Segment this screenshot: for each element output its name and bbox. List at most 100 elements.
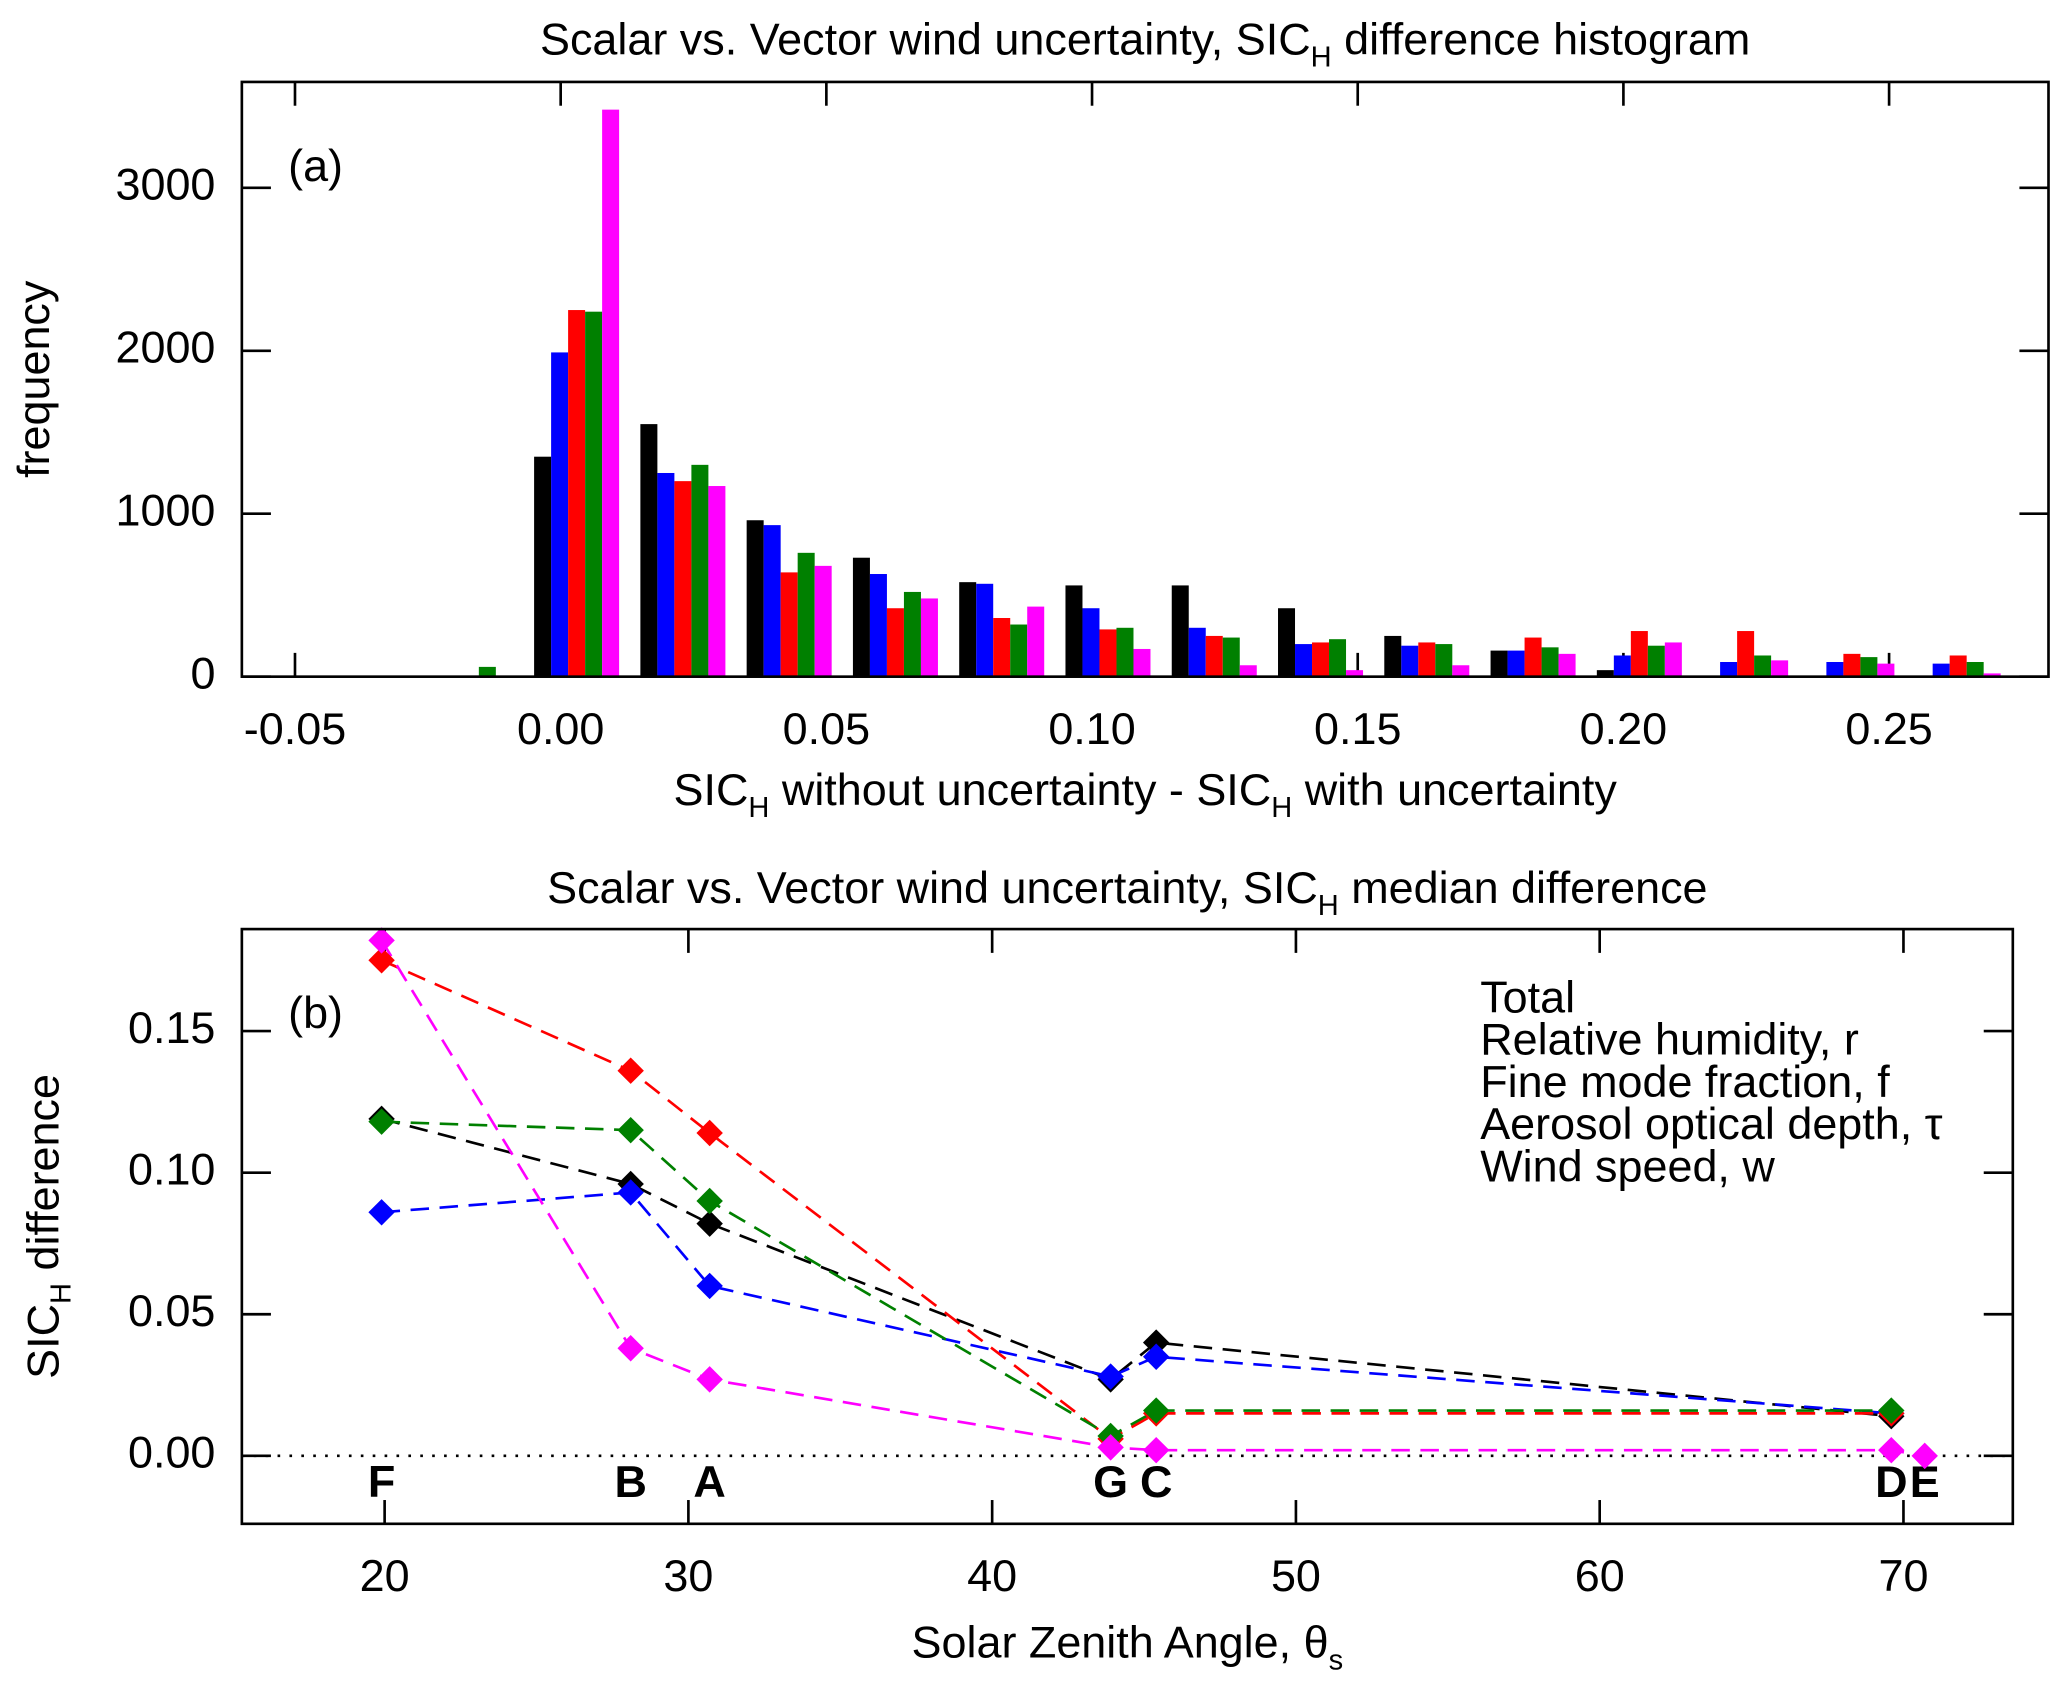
point-label: A bbox=[693, 1456, 725, 1507]
bar bbox=[585, 311, 603, 677]
bar bbox=[1877, 663, 1895, 677]
plot-frame bbox=[240, 927, 2015, 1526]
bar bbox=[1065, 585, 1083, 677]
bar bbox=[1082, 608, 1100, 677]
marker bbox=[1097, 1363, 1124, 1390]
bar bbox=[1647, 645, 1665, 677]
chart-title: Scalar vs. Vector wind uncertainty, SICH… bbox=[540, 13, 1750, 73]
x-tick-label: 30 bbox=[663, 1550, 713, 1601]
bar bbox=[1205, 635, 1223, 677]
marker bbox=[617, 1057, 644, 1084]
marker bbox=[696, 1210, 723, 1237]
y-axis-label: SICH difference bbox=[17, 1074, 77, 1379]
y-tick-label: 0.00 bbox=[128, 1427, 215, 1478]
bar bbox=[1932, 663, 1950, 677]
bar bbox=[1558, 653, 1576, 677]
bar bbox=[551, 352, 569, 677]
y-tick-label: 0 bbox=[190, 648, 215, 699]
x-axis-label-part: s bbox=[1329, 1644, 1344, 1676]
bar bbox=[708, 486, 726, 677]
marker bbox=[1911, 1442, 1938, 1470]
bar bbox=[976, 583, 994, 677]
x-tick-label: 40 bbox=[967, 1550, 1017, 1601]
bar bbox=[1010, 624, 1028, 677]
y-tick-label: 0.05 bbox=[128, 1285, 215, 1336]
legend-entry: Wind speed, w bbox=[1480, 1140, 1775, 1191]
y-tick-label: 3000 bbox=[115, 159, 215, 210]
bar bbox=[640, 424, 658, 677]
bar bbox=[1630, 631, 1648, 677]
series-line bbox=[381, 1117, 1892, 1418]
bar bbox=[1418, 642, 1436, 677]
bar bbox=[478, 666, 496, 677]
bar bbox=[746, 520, 764, 677]
series-line bbox=[381, 1120, 1892, 1438]
bar bbox=[886, 608, 904, 677]
marker bbox=[1878, 1436, 1905, 1464]
bar bbox=[763, 525, 781, 677]
bar bbox=[903, 591, 921, 677]
chart-title-part: H bbox=[1318, 889, 1339, 921]
marker bbox=[1097, 1434, 1124, 1461]
bar bbox=[1346, 670, 1364, 677]
x-tick-label: 0.15 bbox=[1314, 703, 1401, 754]
marker bbox=[368, 1199, 395, 1226]
chart-title-part: difference histogram bbox=[1332, 13, 1751, 64]
bar bbox=[1312, 642, 1330, 677]
x-axis-label-part: SIC bbox=[674, 764, 749, 815]
chart-title: Scalar vs. Vector wind uncertainty, SICH… bbox=[547, 862, 1707, 922]
bar bbox=[1188, 627, 1206, 677]
x-tick-label: 0.05 bbox=[783, 703, 870, 754]
bar bbox=[797, 552, 815, 677]
plot-frame bbox=[240, 80, 2050, 678]
x-tick-label: 0.25 bbox=[1845, 703, 1932, 754]
x-tick-label: 70 bbox=[1878, 1550, 1928, 1601]
bar bbox=[1222, 637, 1240, 677]
marker bbox=[368, 927, 395, 954]
x-axis-label: SICH without uncertainty - SICH with unc… bbox=[674, 764, 1618, 824]
legend-entry: Total bbox=[1480, 971, 1575, 1022]
y-axis-label: frequency bbox=[8, 280, 59, 478]
y-tick-label: 0.10 bbox=[128, 1144, 215, 1195]
marker bbox=[1878, 1397, 1905, 1424]
y-axis-label-part: difference bbox=[17, 1074, 68, 1283]
bar bbox=[1329, 639, 1347, 677]
x-tick-label: 0.10 bbox=[1048, 703, 1135, 754]
bar bbox=[1613, 655, 1631, 677]
point-label: B bbox=[614, 1456, 646, 1507]
x-axis-label-part: H bbox=[1271, 792, 1292, 824]
x-tick-label: 20 bbox=[360, 1550, 410, 1601]
bar bbox=[1507, 650, 1525, 677]
bar bbox=[1826, 661, 1844, 677]
panel-label: (a) bbox=[288, 140, 343, 191]
marker bbox=[696, 1366, 723, 1393]
chart-title-part: Scalar vs. Vector wind uncertainty, SIC bbox=[540, 13, 1311, 64]
bar bbox=[814, 565, 832, 677]
bar bbox=[1949, 655, 1967, 677]
bar bbox=[869, 574, 887, 677]
x-tick-label: 0.20 bbox=[1580, 703, 1667, 754]
bar bbox=[657, 472, 675, 677]
bar bbox=[1664, 642, 1682, 677]
marker bbox=[368, 1108, 395, 1135]
bar bbox=[920, 598, 938, 677]
x-tick-label: 60 bbox=[1575, 1550, 1625, 1601]
panel-label: (b) bbox=[288, 987, 343, 1038]
bar bbox=[1278, 608, 1296, 677]
bar bbox=[1596, 670, 1614, 677]
x-axis-label-part: Solar Zenith Angle, θ bbox=[912, 1616, 1329, 1667]
chart-title-part: H bbox=[1311, 41, 1332, 73]
bar bbox=[1239, 665, 1257, 677]
bar bbox=[1401, 645, 1419, 677]
legend-entry: Fine mode fraction, f bbox=[1480, 1056, 1890, 1107]
bar bbox=[1983, 673, 2001, 677]
y-tick-label: 2000 bbox=[115, 322, 215, 373]
bar bbox=[959, 582, 977, 677]
marker bbox=[1142, 1343, 1170, 1370]
y-axis-label-part: H bbox=[45, 1283, 77, 1304]
y-axis-label-part: SIC bbox=[17, 1304, 68, 1379]
x-tick-label: 0.00 bbox=[517, 703, 604, 754]
point-label: F bbox=[368, 1456, 395, 1507]
